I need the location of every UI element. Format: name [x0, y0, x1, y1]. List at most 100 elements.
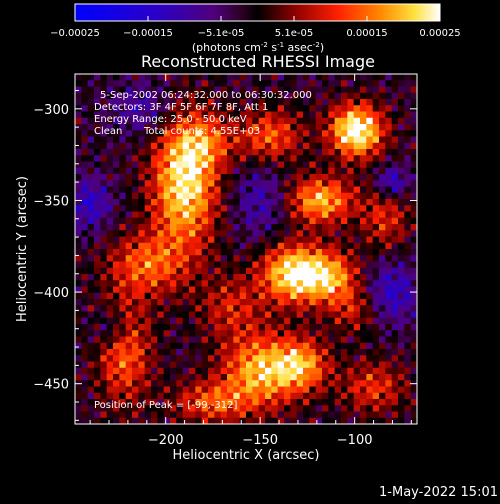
- heatmap-cell: [233, 174, 241, 181]
- heatmap-cell: [214, 192, 222, 200]
- heatmap-cell: [309, 199, 317, 206]
- heatmap-cell: [132, 286, 139, 294]
- heatmap-cell: [258, 349, 266, 356]
- heatmap-cell: [347, 274, 355, 281]
- heatmap-cell: [309, 267, 317, 275]
- heatmap-cell: [119, 267, 127, 275]
- heatmap-cell: [182, 405, 190, 412]
- heatmap-cell: [391, 417, 399, 425]
- heatmap-cell: [265, 317, 272, 325]
- heatmap-cell: [284, 261, 291, 269]
- heatmap-cell: [94, 80, 101, 87]
- heatmap-cell: [315, 105, 323, 112]
- heatmap-cell: [398, 330, 405, 337]
- heatmap-cell: [246, 342, 253, 350]
- heatmap-cell: [277, 224, 285, 231]
- heatmap-cell: [385, 130, 393, 137]
- heatmap-cell: [170, 105, 177, 112]
- heatmap-cell: [75, 230, 82, 237]
- heatmap-cell: [284, 192, 291, 200]
- heatmap-cell: [379, 174, 386, 181]
- heatmap-cell: [106, 224, 114, 231]
- heatmap-cell: [341, 399, 348, 406]
- heatmap-cell: [309, 230, 317, 237]
- heatmap-cell: [360, 249, 367, 256]
- heatmap-cell: [334, 149, 342, 156]
- heatmap-cell: [208, 286, 215, 294]
- heatmap-cell: [214, 80, 222, 87]
- heatmap-cell: [151, 186, 158, 194]
- heatmap-cell: [138, 192, 146, 200]
- heatmap-cell: [309, 405, 317, 412]
- heatmap-cell: [75, 149, 82, 156]
- heatmap-cell: [277, 355, 285, 362]
- heatmap-cell: [328, 299, 336, 306]
- heatmap-cell: [239, 324, 247, 331]
- heatmap-cell: [176, 380, 184, 387]
- heatmap-cell: [246, 136, 253, 144]
- heatmap-cell: [220, 261, 228, 269]
- heatmap-cell: [341, 149, 348, 156]
- heatmap-cell: [309, 392, 317, 400]
- heatmap-cell: [201, 405, 209, 412]
- heatmap-cell: [113, 411, 120, 419]
- heatmap-cell: [353, 105, 361, 112]
- heatmap-cell: [189, 149, 196, 156]
- heatmap-cell: [296, 249, 304, 256]
- heatmap-cell: [290, 99, 298, 106]
- heatmap-cell: [220, 167, 228, 175]
- heatmap-cell: [398, 80, 405, 87]
- heatmap-cell: [277, 217, 285, 225]
- heatmap-cell: [391, 392, 399, 400]
- heatmap-cell: [157, 174, 165, 181]
- heatmap-cell: [182, 392, 190, 400]
- heatmap-cell: [157, 386, 165, 394]
- heatmap-cell: [347, 192, 355, 200]
- heatmap-cell: [81, 124, 89, 131]
- heatmap-cell: [113, 299, 120, 306]
- heatmap-cell: [132, 211, 139, 219]
- heatmap-cell: [176, 130, 184, 137]
- heatmap-cell: [94, 361, 101, 369]
- heatmap-cell: [106, 361, 114, 369]
- heatmap-cell: [398, 242, 405, 250]
- heatmap-cell: [410, 274, 418, 281]
- heatmap-cell: [398, 267, 405, 275]
- heatmap-cell: [239, 380, 247, 387]
- heatmap-cell: [94, 74, 101, 81]
- heatmap-cell: [81, 111, 89, 119]
- heatmap-cell: [391, 374, 399, 381]
- heatmap-cell: [227, 405, 234, 412]
- heatmap-cell: [119, 124, 127, 131]
- heatmap-cell: [239, 392, 247, 400]
- heatmap-cell: [144, 411, 152, 419]
- heatmap-cell: [290, 242, 298, 250]
- heatmap-cell: [151, 380, 158, 387]
- heatmap-cell: [132, 280, 139, 287]
- heatmap-cell: [195, 149, 203, 156]
- heatmap-cell: [341, 261, 348, 269]
- heatmap-cell: [163, 299, 171, 306]
- heatmap-cell: [214, 186, 222, 194]
- heatmap-cell: [372, 117, 380, 125]
- heatmap-cell: [410, 142, 418, 150]
- heatmap-cell: [296, 99, 304, 106]
- heatmap-cell: [404, 130, 412, 137]
- heatmap-cell: [233, 130, 241, 137]
- heatmap-cell: [341, 411, 348, 419]
- heatmap-cell: [372, 205, 380, 212]
- heatmap-cell: [391, 405, 399, 412]
- heatmap-cell: [385, 261, 393, 269]
- heatmap-cell: [290, 86, 298, 94]
- heatmap-cell: [106, 330, 114, 337]
- heatmap-cell: [119, 192, 127, 200]
- heatmap-cell: [353, 361, 361, 369]
- heatmap-cell: [353, 249, 361, 256]
- heatmap-cell: [75, 205, 82, 212]
- heatmap-cell: [151, 74, 158, 81]
- heatmap-cell: [100, 124, 108, 131]
- heatmap-cell: [157, 117, 165, 125]
- heatmap-cell: [385, 411, 393, 419]
- heatmap-cell: [170, 342, 177, 350]
- heatmap-cell: [106, 136, 114, 144]
